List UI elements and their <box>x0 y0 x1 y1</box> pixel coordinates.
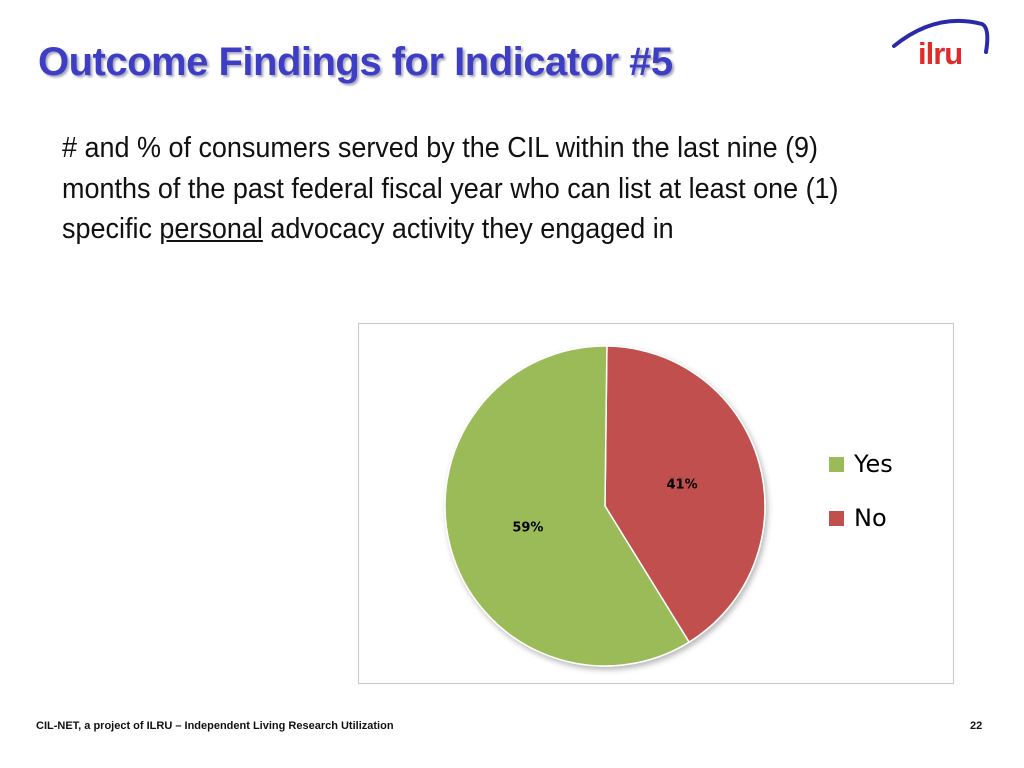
pie-slice-yes <box>444 345 691 667</box>
legend-swatch-no <box>829 510 844 526</box>
logo-text: ilru <box>918 36 963 71</box>
description-emphasis: personal <box>159 213 263 245</box>
legend-item-yes: Yes <box>829 450 893 478</box>
pie-chart: 41% 59% Yes No <box>358 323 954 684</box>
legend-label-yes: Yes <box>854 450 893 478</box>
pie-slices <box>444 345 766 667</box>
chart-legend: Yes No <box>829 450 893 558</box>
logo-arc <box>892 18 990 54</box>
legend-label-no: No <box>854 504 887 532</box>
pie-label-yes: 59% <box>512 520 543 535</box>
ilru-logo <box>892 18 990 54</box>
pie-chart-svg: 41% 59% <box>444 345 766 667</box>
footer-text: CIL-NET, a project of ILRU – Independent… <box>36 720 394 732</box>
description-text-start: # and % of consumers served by the CIL w… <box>62 132 839 245</box>
pie-slice-no <box>604 345 766 644</box>
description-text-end: advocacy activity they engaged in <box>262 213 674 245</box>
pie-label-no: 41% <box>667 478 698 493</box>
indicator-description: # and % of consumers served by the CIL w… <box>62 128 880 250</box>
page-number: 22 <box>970 720 983 732</box>
slide-title: Outcome Findings for Indicator #5 <box>38 40 673 84</box>
legend-swatch-yes <box>829 456 844 472</box>
pie-data-labels: 41% 59% <box>512 478 697 536</box>
legend-item-no: No <box>829 504 893 532</box>
